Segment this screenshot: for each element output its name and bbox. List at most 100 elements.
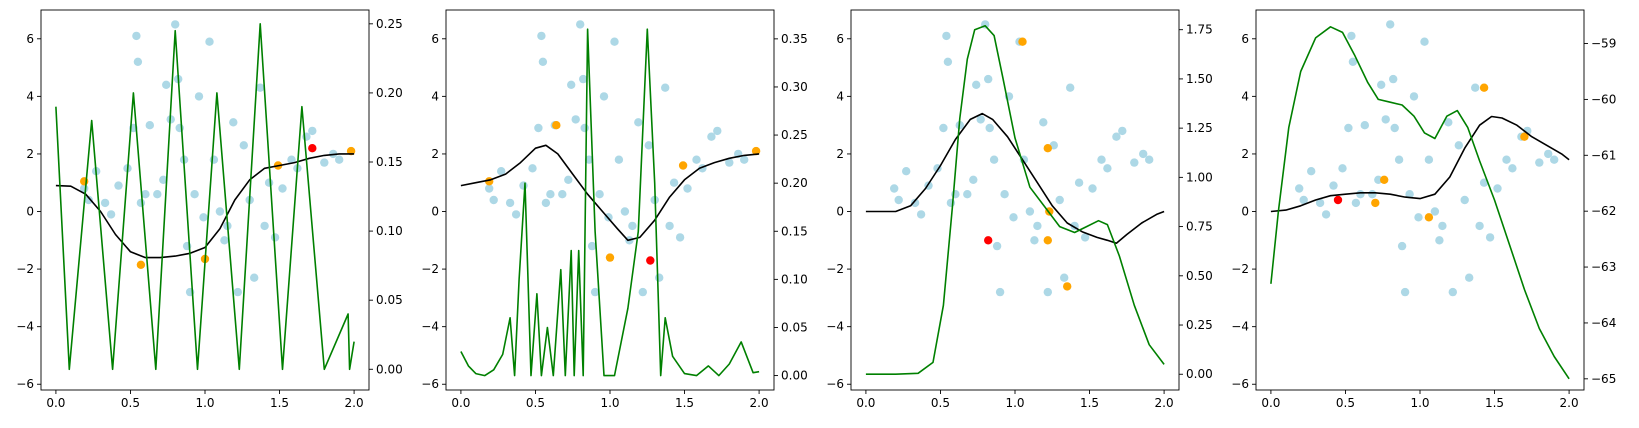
training-data-point [528,164,537,173]
next-point [308,144,317,153]
training-data-point [564,175,573,184]
y2-tick-label: 0.25 [781,128,808,142]
training-data-point [692,155,701,164]
training-data-point [145,121,154,130]
y-tick-label: 4 [836,89,844,103]
selected-point [552,121,561,130]
x-tick-label: 0.0 [451,396,470,410]
training-data-point [534,123,543,133]
selected-point [1479,83,1489,92]
posterior-mean-line [55,153,355,259]
training-data-point [1130,158,1139,167]
training-data-point [1438,221,1447,231]
training-data-point [972,80,981,90]
training-data-point [1356,190,1365,199]
y2-tick-label: −60 [1591,92,1616,106]
y-tick-label: −6 [16,377,34,391]
y-tick-label: −2 [1231,262,1249,276]
y-tick-label: 6 [26,32,34,46]
training-data-point [1039,118,1048,127]
training-data-point [707,132,716,141]
y-tick-label: −6 [421,377,439,391]
training-data-point [153,190,162,199]
y-tick-label: 4 [26,89,34,103]
y2-tick-label: 0.20 [376,86,403,100]
training-data-point [320,158,329,167]
training-data-point [1479,178,1489,187]
training-data-point [985,123,994,133]
training-data-point [485,184,494,193]
training-data-point [1030,236,1039,245]
training-data-point [1118,126,1127,136]
training-data-point [1493,184,1502,193]
training-data-point [580,123,589,133]
x-tick-label: 0.0 [1261,396,1280,410]
y-tick-label: 0 [836,205,844,219]
training-data-point [1025,207,1035,216]
training-data-point [1550,155,1559,164]
y2-tick-label: 0.15 [781,224,808,238]
training-data-point [489,195,498,205]
training-data-point [590,287,600,297]
y2-tick-label: −65 [1591,372,1616,386]
training-data-point [1000,190,1009,199]
y-tick-label: −4 [421,320,439,334]
selected-point [605,253,615,262]
next-point [1333,195,1343,205]
y-tick-label: −2 [826,262,844,276]
training-data-point [976,115,985,124]
plot-area [55,20,356,371]
training-data-point [1394,155,1404,164]
training-data-point [713,126,722,136]
training-data-point [190,190,199,199]
training-data-point [1055,195,1064,205]
chart-panel-1: 0.0 0.5 1.0 1.5 2.0 −6 −4 −2 0 2 4 6 0.00 0.05 0.10 0.1… [16,9,403,410]
training-data-point [638,287,647,297]
y-tick-label: 6 [431,32,439,46]
training-data-point [1508,164,1517,173]
y2-tick-label: −61 [1591,148,1616,162]
y2-tick-label: 1.50 [1186,72,1213,86]
y-tick-label: −6 [826,377,844,391]
plot-area [1270,20,1570,380]
training-data-point [250,273,259,282]
y2-tick-label: 1.00 [1186,170,1213,184]
training-data-point [1299,195,1308,205]
training-data-point [136,198,146,208]
y-tick-label: 0 [1241,205,1249,219]
training-data-point [260,221,269,231]
training-data-point [199,213,208,222]
training-data-point [1080,233,1090,242]
training-data-point [162,80,171,90]
training-data-point [683,184,692,193]
training-data-point [278,184,287,193]
y2-tick-label: 0.25 [1186,318,1213,332]
training-data-point [1295,184,1304,193]
x-tick-label: 1.5 [675,396,694,410]
training-data-point [233,287,242,297]
training-data-point [1329,181,1338,190]
training-data-point [1390,123,1399,133]
training-data-point [1465,273,1474,282]
training-data-point [1414,213,1423,222]
training-data-point [287,155,296,164]
training-data-point [1307,167,1316,176]
x-tick-label: 1.0 [1410,396,1429,410]
training-data-point [1405,190,1414,199]
next-point [646,256,655,265]
training-data-point [270,233,280,242]
training-data-point [558,190,567,199]
training-data-point [537,31,546,41]
y2-tick-label: 1.25 [1186,121,1213,135]
x-tick-label: 1.5 [1485,396,1504,410]
training-data-point [1448,287,1458,297]
training-data-point [576,20,585,29]
acquisition-line [1270,26,1570,380]
y-tick-label: 0 [431,205,439,219]
training-data-point [946,198,956,208]
training-data-point [1043,287,1053,297]
training-data-point [100,198,110,208]
training-data-point [1381,115,1390,124]
training-data-point [1368,190,1377,199]
x-tick-label: 0.5 [121,396,140,410]
